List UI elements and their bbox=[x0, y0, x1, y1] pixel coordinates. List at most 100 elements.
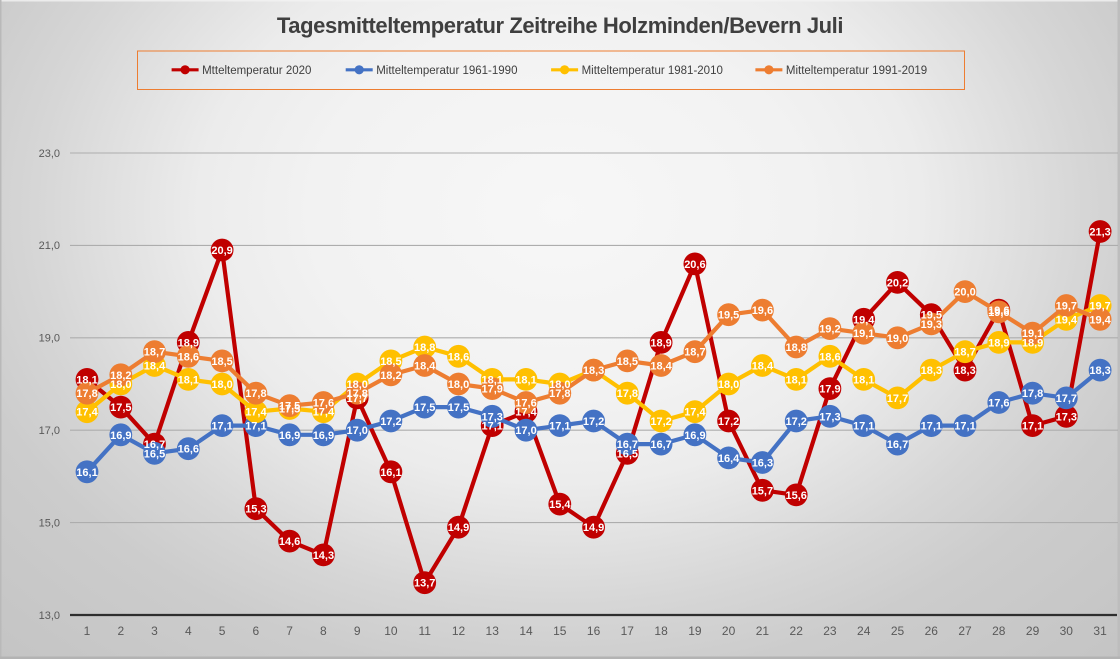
svg-text:19,0: 19,0 bbox=[887, 333, 908, 345]
svg-text:18,0: 18,0 bbox=[448, 379, 469, 391]
svg-text:4: 4 bbox=[185, 624, 192, 638]
svg-text:17,6: 17,6 bbox=[313, 398, 334, 410]
svg-text:30: 30 bbox=[1060, 624, 1074, 638]
svg-text:18,8: 18,8 bbox=[414, 342, 435, 354]
svg-text:17,3: 17,3 bbox=[819, 411, 840, 423]
svg-text:22: 22 bbox=[790, 624, 804, 638]
svg-text:19,6: 19,6 bbox=[988, 307, 1009, 319]
svg-text:20,6: 20,6 bbox=[684, 259, 705, 271]
svg-text:18,2: 18,2 bbox=[380, 370, 401, 382]
svg-text:18,0: 18,0 bbox=[718, 379, 739, 391]
svg-text:15,7: 15,7 bbox=[752, 485, 773, 497]
svg-text:17,1: 17,1 bbox=[245, 421, 266, 433]
svg-text:17,8: 17,8 bbox=[346, 388, 367, 400]
svg-text:17,1: 17,1 bbox=[921, 421, 942, 433]
svg-text:16,7: 16,7 bbox=[617, 439, 638, 451]
svg-text:21,3: 21,3 bbox=[1089, 227, 1110, 239]
svg-text:17,1: 17,1 bbox=[211, 421, 232, 433]
svg-text:17,2: 17,2 bbox=[718, 416, 739, 428]
svg-text:19,4: 19,4 bbox=[1089, 314, 1111, 326]
svg-text:19,5: 19,5 bbox=[718, 310, 739, 322]
svg-text:21: 21 bbox=[756, 624, 770, 638]
svg-text:11: 11 bbox=[418, 624, 431, 638]
svg-text:12: 12 bbox=[452, 624, 466, 638]
svg-text:2: 2 bbox=[117, 624, 124, 638]
svg-text:18,5: 18,5 bbox=[211, 356, 232, 368]
svg-text:16,4: 16,4 bbox=[718, 453, 740, 465]
svg-text:19,6: 19,6 bbox=[752, 305, 773, 317]
svg-text:20,2: 20,2 bbox=[887, 277, 908, 289]
svg-text:17,0: 17,0 bbox=[39, 425, 60, 437]
svg-text:20,0: 20,0 bbox=[954, 287, 975, 299]
svg-text:18,4: 18,4 bbox=[414, 361, 436, 373]
svg-text:16,5: 16,5 bbox=[144, 448, 165, 460]
svg-text:18,1: 18,1 bbox=[785, 374, 806, 386]
svg-text:14,9: 14,9 bbox=[583, 522, 604, 534]
svg-text:18,9: 18,9 bbox=[178, 337, 199, 349]
svg-text:8: 8 bbox=[320, 624, 327, 638]
svg-text:17,5: 17,5 bbox=[110, 402, 131, 414]
svg-text:18,3: 18,3 bbox=[583, 365, 604, 377]
svg-text:17,9: 17,9 bbox=[481, 384, 502, 396]
svg-text:18,7: 18,7 bbox=[684, 347, 705, 359]
svg-text:5: 5 bbox=[219, 624, 226, 638]
svg-text:18,6: 18,6 bbox=[448, 351, 469, 363]
svg-text:17,0: 17,0 bbox=[515, 425, 536, 437]
svg-text:13,7: 13,7 bbox=[414, 578, 435, 590]
svg-text:14,3: 14,3 bbox=[313, 550, 334, 562]
svg-text:16,1: 16,1 bbox=[380, 467, 401, 479]
svg-text:17,5: 17,5 bbox=[448, 402, 469, 414]
svg-text:13,0: 13,0 bbox=[39, 610, 60, 622]
svg-text:17,3: 17,3 bbox=[481, 411, 502, 423]
svg-text:19,1: 19,1 bbox=[853, 328, 874, 340]
svg-text:18,0: 18,0 bbox=[211, 379, 232, 391]
svg-text:19,0: 19,0 bbox=[39, 333, 60, 345]
svg-text:17,8: 17,8 bbox=[617, 388, 638, 400]
svg-text:6: 6 bbox=[253, 624, 260, 638]
svg-text:17,1: 17,1 bbox=[853, 421, 874, 433]
svg-text:24: 24 bbox=[857, 624, 871, 638]
svg-text:23,0: 23,0 bbox=[39, 148, 60, 160]
svg-text:31: 31 bbox=[1093, 624, 1107, 638]
svg-text:18,9: 18,9 bbox=[650, 337, 671, 349]
svg-text:17,4: 17,4 bbox=[76, 407, 98, 419]
svg-text:18,6: 18,6 bbox=[178, 351, 199, 363]
svg-text:7: 7 bbox=[286, 624, 293, 638]
svg-text:19: 19 bbox=[688, 624, 702, 638]
svg-text:16,9: 16,9 bbox=[684, 430, 705, 442]
svg-text:17,2: 17,2 bbox=[785, 416, 806, 428]
svg-text:18,4: 18,4 bbox=[144, 361, 166, 373]
svg-text:18,1: 18,1 bbox=[178, 374, 199, 386]
svg-text:18,3: 18,3 bbox=[954, 365, 975, 377]
svg-text:14,9: 14,9 bbox=[448, 522, 469, 534]
svg-text:16,9: 16,9 bbox=[279, 430, 300, 442]
svg-text:19,1: 19,1 bbox=[1022, 328, 1043, 340]
svg-text:15,3: 15,3 bbox=[245, 504, 266, 516]
svg-text:19,7: 19,7 bbox=[1089, 301, 1110, 313]
svg-text:19,4: 19,4 bbox=[853, 314, 875, 326]
svg-text:17: 17 bbox=[621, 624, 635, 638]
svg-text:17,2: 17,2 bbox=[583, 416, 604, 428]
svg-text:15,4: 15,4 bbox=[549, 499, 571, 511]
svg-text:17,1: 17,1 bbox=[954, 421, 975, 433]
svg-text:13: 13 bbox=[486, 624, 500, 638]
svg-text:20,9: 20,9 bbox=[211, 245, 232, 257]
svg-text:16,6: 16,6 bbox=[178, 444, 199, 456]
svg-text:17,8: 17,8 bbox=[76, 388, 97, 400]
svg-text:17,7: 17,7 bbox=[1056, 393, 1077, 405]
svg-text:17,8: 17,8 bbox=[549, 388, 570, 400]
svg-text:17,5: 17,5 bbox=[414, 402, 435, 414]
svg-text:Mitteltemperatur 1981-2010: Mitteltemperatur 1981-2010 bbox=[582, 65, 723, 77]
svg-text:19,4: 19,4 bbox=[1056, 314, 1078, 326]
svg-text:16,9: 16,9 bbox=[110, 430, 131, 442]
svg-text:18,6: 18,6 bbox=[819, 351, 840, 363]
svg-text:17,4: 17,4 bbox=[245, 407, 267, 419]
svg-text:16: 16 bbox=[587, 624, 601, 638]
svg-text:18,3: 18,3 bbox=[1089, 365, 1110, 377]
svg-text:21,0: 21,0 bbox=[39, 240, 60, 252]
svg-text:14,6: 14,6 bbox=[279, 536, 300, 548]
svg-text:15,6: 15,6 bbox=[785, 490, 806, 502]
svg-text:17,7: 17,7 bbox=[887, 393, 908, 405]
svg-text:17,1: 17,1 bbox=[549, 421, 570, 433]
svg-text:18,8: 18,8 bbox=[785, 342, 806, 354]
